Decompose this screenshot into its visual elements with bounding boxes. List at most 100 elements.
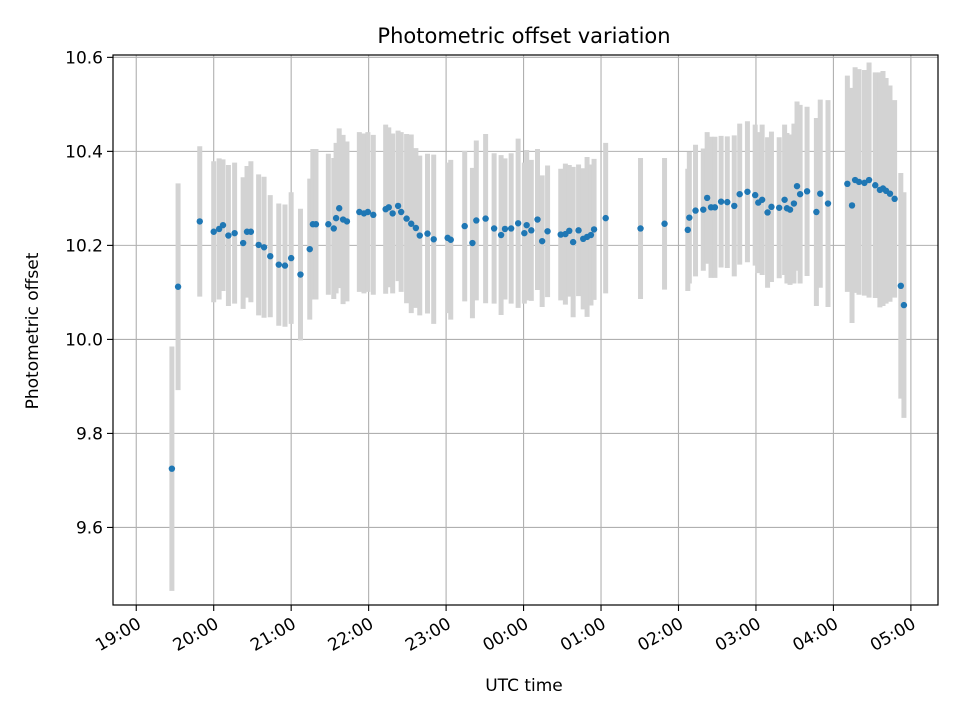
grid [113,55,938,605]
data-point [534,216,541,223]
data-point [637,225,644,232]
data-point [775,204,783,211]
data-point [514,220,522,227]
data-point [330,225,337,232]
data-point [416,232,423,239]
data-point [394,202,402,210]
data-point [544,228,551,235]
data-point [447,236,454,243]
data-point [575,227,582,234]
data-point [469,239,476,247]
data-point [692,207,699,214]
data-point [872,182,879,189]
data-point [711,204,719,211]
data-point [796,190,804,198]
data-point [490,225,498,232]
data-point [817,190,824,197]
data-point [412,224,420,232]
data-point [239,239,247,247]
data-point [764,209,771,216]
data-point [174,283,182,290]
data-point [497,231,505,239]
data-point [267,252,274,260]
data-point [370,211,377,219]
data-point [501,225,509,233]
data-point [736,190,743,198]
data-point [325,221,332,228]
data-point [790,200,798,207]
data-point [219,221,227,229]
data-point [891,195,898,203]
data-point [335,205,343,212]
data-point [260,244,268,251]
data-point [332,214,340,222]
chart-title: Photometric offset variation [377,24,670,48]
data-point [196,218,203,225]
data-point [844,180,851,188]
data-point [225,232,232,239]
y-tick-label: 10.0 [65,330,103,350]
data-points [168,176,908,472]
data-point [521,229,528,237]
data-point [408,220,415,227]
data-point [231,229,238,237]
data-point [886,190,894,197]
data-point [566,227,573,235]
data-point [703,194,711,202]
data-point [803,188,811,195]
data-point [700,206,707,213]
data-point [287,254,295,262]
data-point [538,237,546,245]
data-point [717,198,725,205]
data-point [523,221,530,229]
data-point [424,230,431,237]
data-point [661,220,668,227]
data-point [855,178,863,186]
y-tick-label: 10.4 [65,142,103,162]
y-tick-label: 9.6 [76,518,103,538]
x-axis-label: UTC time [485,676,563,696]
data-point [482,215,489,222]
data-point [343,218,351,225]
data-point [786,206,794,213]
data-point [168,465,176,472]
data-point [403,215,410,222]
data-point [602,214,609,222]
data-point [900,301,908,309]
data-point [724,198,731,206]
y-tick-label: 10.2 [65,236,103,256]
data-point [848,202,856,209]
data-point [507,225,515,232]
y-tick-label: 10.6 [65,48,103,68]
plot-frame [112,54,939,606]
data-point [312,221,320,228]
y-axis-label: Photometric offset [23,252,43,409]
data-point [528,227,535,234]
data-point [793,182,801,190]
data-point [684,226,691,234]
data-point [590,226,598,233]
data-point [731,202,738,210]
data-point [430,236,437,243]
data-point [751,191,759,199]
data-point [744,188,751,195]
data-point [306,245,313,253]
data-point [389,210,396,217]
data-point [364,208,372,216]
data-point [557,231,564,238]
data-point [897,282,905,290]
data-point [397,208,405,216]
data-point [587,231,595,239]
data-point [781,196,788,203]
data-point [865,176,873,184]
data-point [275,261,282,268]
data-point [686,214,693,221]
data-point [813,208,820,216]
data-point [758,196,766,203]
data-point [569,238,577,246]
data-point [824,200,832,207]
data-point [247,228,255,235]
data-point [255,241,262,249]
